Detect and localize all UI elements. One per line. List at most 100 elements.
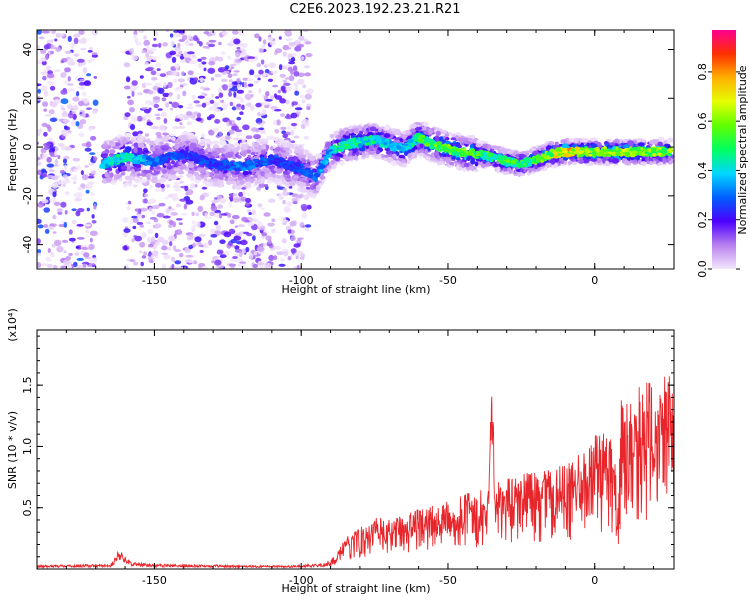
heatmap-cell — [123, 228, 131, 234]
heatmap-cell — [171, 160, 175, 165]
heatmap-cell — [528, 169, 532, 173]
heatmap-cell — [291, 249, 295, 256]
heatmap-cell — [227, 73, 233, 79]
heatmap-cell — [264, 104, 270, 109]
heatmap-cell — [171, 212, 179, 216]
heatmap-cell — [139, 75, 144, 79]
heatmap-cell — [213, 103, 219, 108]
heatmap-cell — [281, 65, 287, 70]
heatmap-cell — [379, 143, 385, 148]
heatmap-cell — [172, 70, 178, 76]
heatmap-cell — [154, 188, 163, 192]
heatmap-cell — [271, 228, 276, 233]
heatmap-cell — [218, 177, 224, 180]
heatmap-cell — [170, 133, 176, 137]
heatmap-cell — [424, 156, 431, 161]
heatmap-cell — [172, 184, 180, 189]
heatmap-cell — [198, 41, 203, 47]
heatmap-cell — [132, 225, 137, 230]
heatmap-cell — [375, 150, 381, 155]
heatmap-cell — [201, 172, 207, 176]
heatmap-cell — [372, 147, 377, 152]
heatmap-cell — [43, 108, 47, 112]
heatmap-cell — [66, 104, 73, 110]
heatmap-cell — [143, 150, 149, 153]
heatmap-cell — [228, 91, 233, 97]
heatmap-cell — [82, 91, 87, 97]
heatmap-cell — [153, 250, 159, 257]
heatmap-cell — [293, 82, 299, 88]
heatmap-cell — [280, 85, 286, 92]
heatmap-cell — [143, 109, 151, 114]
heatmap-cell — [41, 60, 47, 66]
heatmap-cell — [162, 145, 170, 149]
heatmap-cell — [216, 265, 225, 269]
heatmap-cell — [278, 263, 286, 267]
heatmap-cell — [288, 75, 295, 82]
heatmap-cell — [175, 160, 180, 167]
heatmap-cell — [82, 67, 88, 74]
heatmap-cell — [300, 253, 305, 258]
heatmap-cell — [334, 162, 339, 166]
heatmap-cell — [65, 191, 70, 196]
heatmap-cell — [339, 130, 345, 135]
heatmap-cell — [149, 166, 154, 170]
heatmap-cell — [223, 231, 232, 238]
heatmap-cell — [37, 262, 42, 268]
heatmap-cell — [136, 150, 144, 155]
heatmap-cell — [240, 43, 248, 48]
heatmap-cell — [236, 78, 241, 84]
heatmap-cell — [175, 54, 182, 57]
heatmap-cell — [301, 118, 310, 126]
heatmap-cell — [267, 78, 274, 83]
heatmap-cell — [604, 160, 610, 167]
heatmap-cell — [288, 61, 296, 65]
heatmap-cell — [75, 246, 80, 249]
heatmap-cell — [146, 45, 150, 50]
heatmap-cell — [284, 115, 293, 120]
heatmap-cell — [260, 59, 265, 65]
heatmap-cell — [162, 132, 170, 136]
heatmap-cell — [424, 148, 428, 155]
heatmap-cell — [199, 195, 205, 201]
heatmap-cell — [474, 169, 479, 172]
heatmap-cell — [386, 150, 392, 155]
heatmap-cell — [151, 125, 159, 130]
heatmap-cell — [48, 185, 52, 188]
heatmap-cell — [78, 132, 85, 138]
heatmap-cell — [195, 117, 202, 122]
heatmap-cell — [178, 252, 184, 258]
heatmap-cell — [93, 203, 97, 210]
heatmap-cell — [37, 88, 41, 94]
heatmap-cell — [248, 58, 254, 62]
heatmap-cell — [137, 168, 142, 172]
heatmap-cell — [115, 154, 121, 158]
heatmap-cell — [134, 164, 142, 168]
heatmap-cell — [136, 147, 143, 152]
heatmap-cell — [191, 94, 196, 100]
heatmap-cell — [218, 87, 222, 94]
heatmap-cell — [229, 63, 237, 67]
heatmap-cell — [144, 82, 153, 86]
heatmap-cell — [131, 168, 135, 175]
heatmap-cell — [210, 205, 218, 212]
heatmap-cell — [178, 142, 185, 147]
heatmap-cell — [470, 159, 476, 165]
heatmap-cell — [274, 93, 277, 98]
heatmap-cell — [208, 43, 216, 48]
heatmap-cell — [133, 261, 139, 266]
heatmap-cell — [256, 262, 265, 266]
heatmap-cell — [254, 74, 262, 79]
heatmap-cell — [228, 129, 235, 135]
heatmap-cell — [171, 56, 177, 64]
heatmap-cell — [173, 193, 178, 198]
heatmap-cell — [160, 136, 168, 142]
heatmap-cell — [442, 139, 446, 143]
heatmap-cell — [441, 131, 448, 135]
heatmap-cell — [582, 138, 589, 143]
heatmap-cell — [86, 207, 91, 212]
heatmap-cell — [143, 171, 149, 174]
heatmap-cell — [187, 259, 195, 264]
heatmap-cell — [303, 194, 310, 200]
heatmap-cell — [358, 134, 363, 138]
